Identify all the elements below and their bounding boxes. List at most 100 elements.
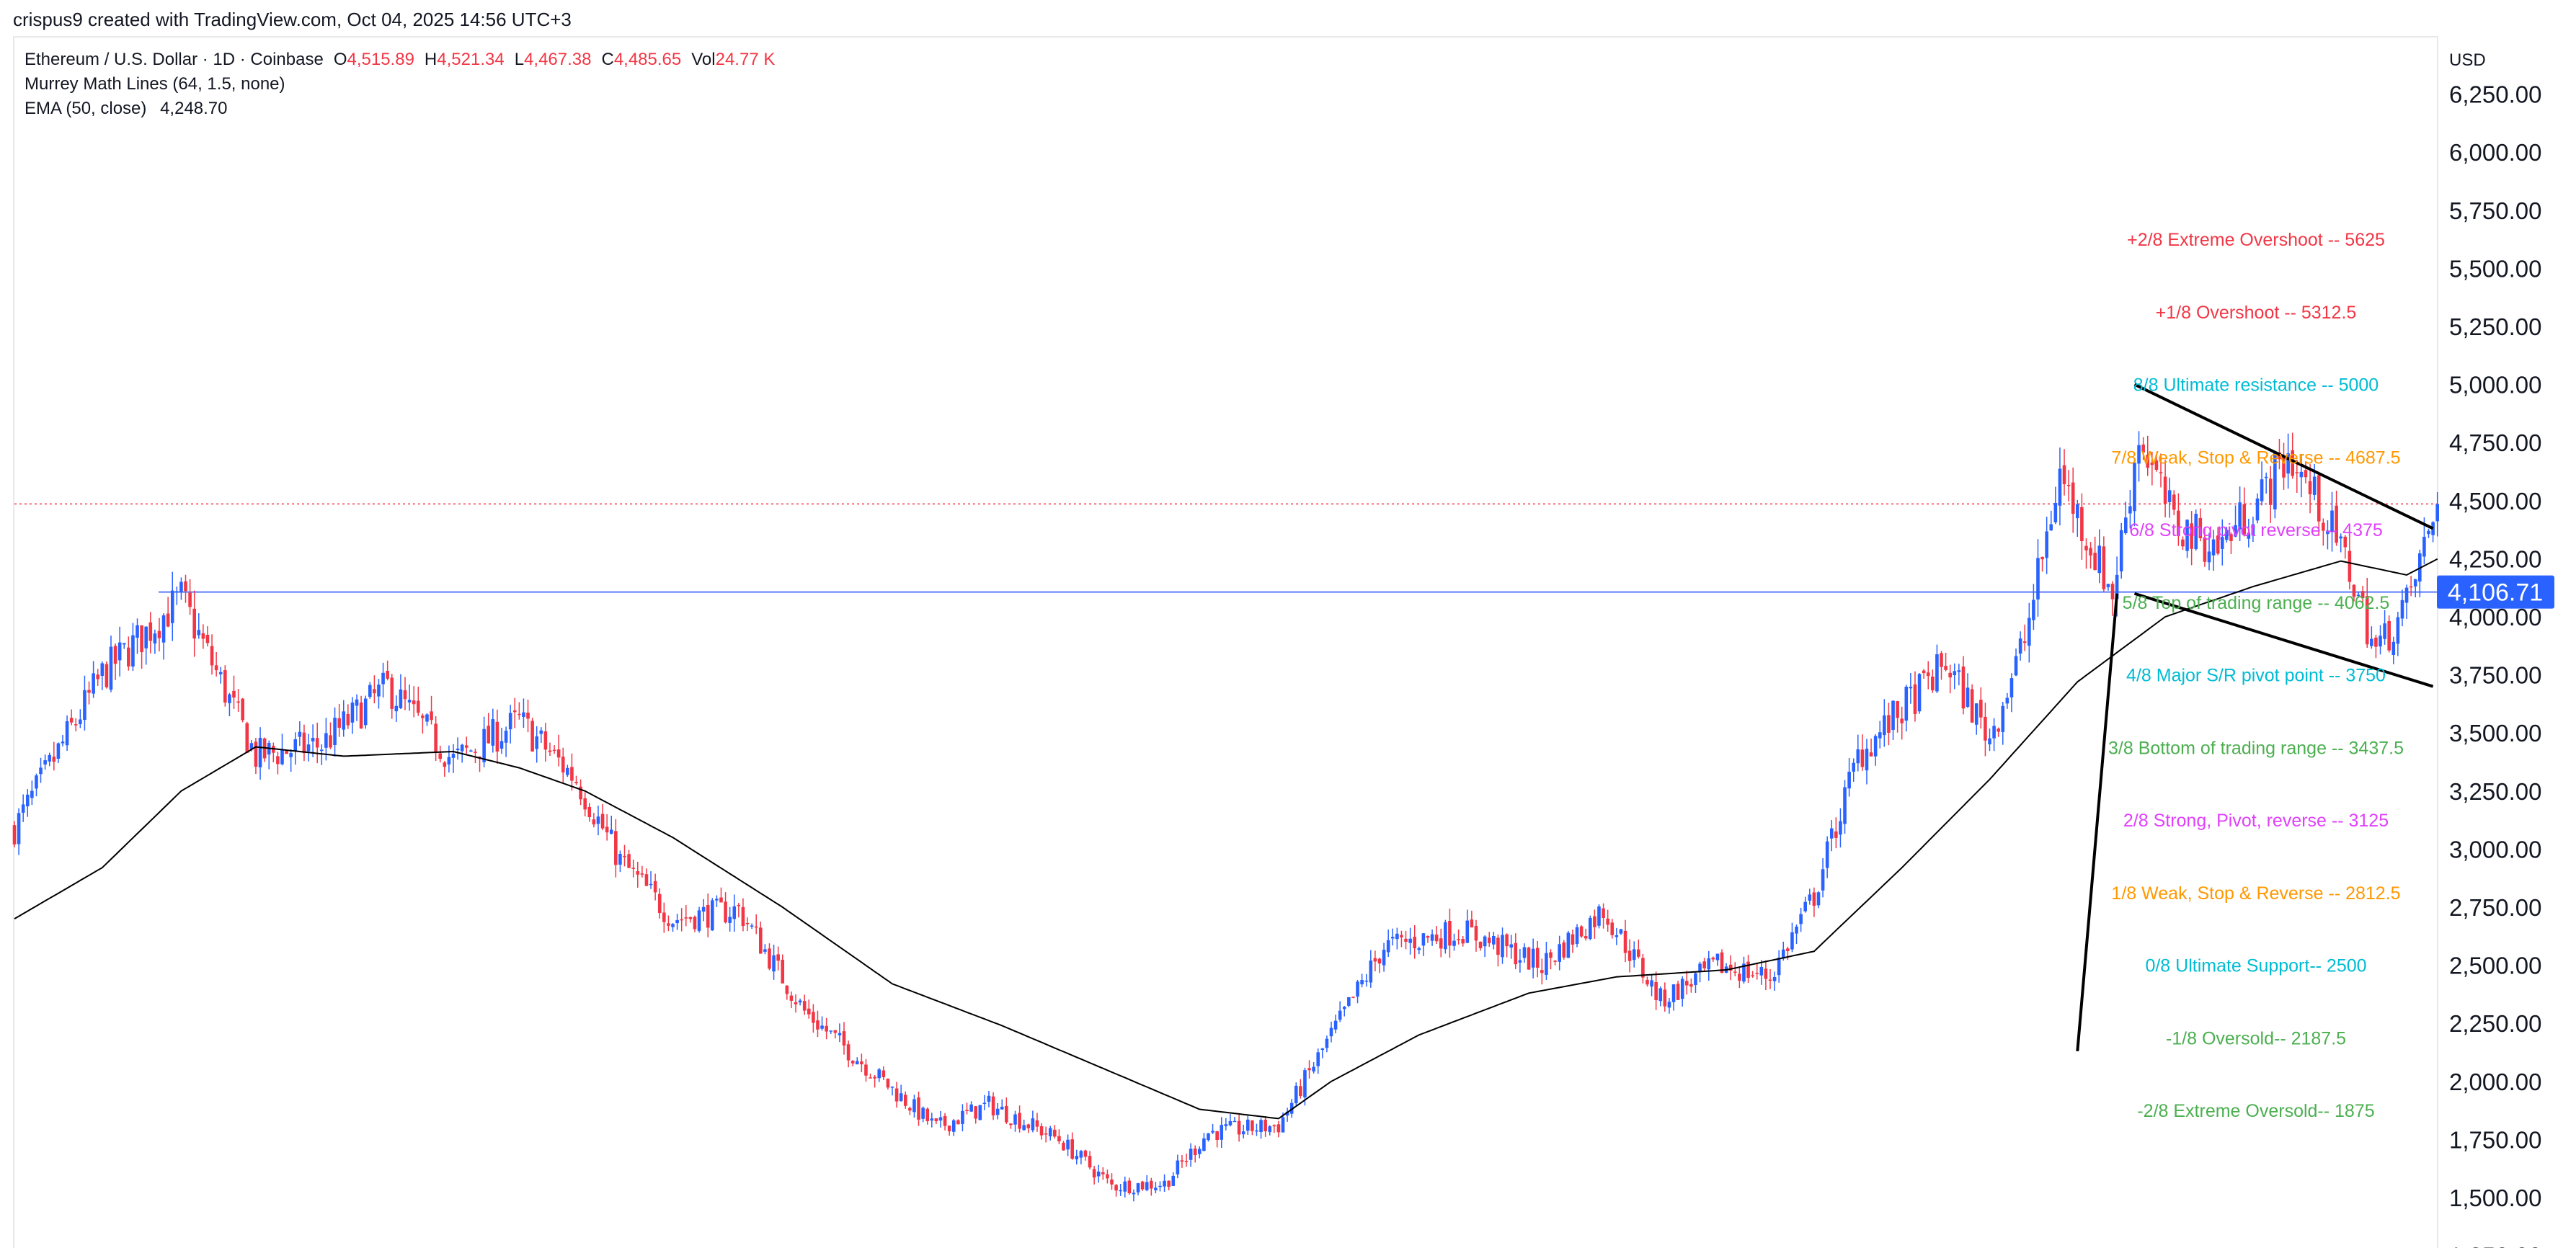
- candle-body[interactable]: [1048, 1128, 1052, 1137]
- candle-body[interactable]: [1694, 973, 1697, 985]
- candle-body[interactable]: [2422, 536, 2426, 557]
- candle-body[interactable]: [688, 917, 693, 919]
- candle-body[interactable]: [1329, 1028, 1333, 1037]
- candle-body[interactable]: [2058, 468, 2062, 506]
- candle-body[interactable]: [1619, 929, 1623, 934]
- candle-body[interactable]: [1251, 1120, 1254, 1131]
- candle-body[interactable]: [2312, 476, 2317, 495]
- candle-body[interactable]: [43, 760, 47, 765]
- candle-body[interactable]: [583, 798, 587, 810]
- candle-body[interactable]: [1684, 981, 1689, 986]
- candle-body[interactable]: [1663, 989, 1667, 1007]
- candle-body[interactable]: [1390, 937, 1395, 939]
- candle-body[interactable]: [701, 906, 706, 912]
- candle-body[interactable]: [87, 690, 91, 693]
- candle-body[interactable]: [1320, 1048, 1325, 1051]
- candle-body[interactable]: [1426, 935, 1430, 938]
- candle-body[interactable]: [1676, 984, 1680, 1000]
- candle-body[interactable]: [1742, 963, 1746, 982]
- candle-body[interactable]: [1487, 937, 1491, 943]
- candle-body[interactable]: [781, 959, 785, 984]
- candle-body[interactable]: [644, 874, 649, 886]
- candle-body[interactable]: [1163, 1180, 1166, 1187]
- candle-body[interactable]: [1070, 1139, 1074, 1159]
- candle-body[interactable]: [1057, 1136, 1061, 1142]
- candle-body[interactable]: [1092, 1169, 1096, 1178]
- candle-body[interactable]: [1839, 821, 1842, 835]
- candle-body[interactable]: [1860, 749, 1865, 767]
- candle-body[interactable]: [1549, 952, 1553, 958]
- candle-body[interactable]: [864, 1064, 868, 1076]
- candle-body[interactable]: [987, 1095, 991, 1102]
- candle-body[interactable]: [693, 917, 697, 930]
- candle-body[interactable]: [96, 674, 100, 679]
- candle-body[interactable]: [1465, 920, 1470, 943]
- candle-body[interactable]: [2286, 453, 2290, 474]
- candle-body[interactable]: [1597, 906, 1601, 926]
- candle-body[interactable]: [552, 749, 556, 752]
- candle-body[interactable]: [1404, 938, 1408, 942]
- candle-body[interactable]: [2299, 471, 2304, 478]
- candle-body[interactable]: [1439, 938, 1443, 949]
- candle-body[interactable]: [381, 672, 385, 685]
- candle-body[interactable]: [1338, 1010, 1342, 1020]
- candle-body[interactable]: [1654, 982, 1658, 1001]
- candle-body[interactable]: [1220, 1125, 1224, 1140]
- candle-body[interactable]: [1400, 935, 1403, 937]
- candle-body[interactable]: [1386, 940, 1390, 953]
- candle-body[interactable]: [2435, 504, 2439, 522]
- candle-body[interactable]: [373, 689, 376, 694]
- candle-body[interactable]: [1245, 1119, 1250, 1131]
- candle-body[interactable]: [2036, 558, 2040, 600]
- candle-body[interactable]: [184, 581, 187, 592]
- candle-body[interactable]: [1922, 670, 1926, 674]
- candle-body[interactable]: [2391, 641, 2396, 655]
- candle-body[interactable]: [812, 1012, 815, 1023]
- candle-body[interactable]: [991, 1096, 995, 1115]
- candle-body[interactable]: [1325, 1038, 1329, 1048]
- candle-body[interactable]: [346, 713, 350, 726]
- candle-body[interactable]: [2146, 455, 2150, 468]
- candle-body[interactable]: [1944, 666, 1947, 670]
- candle-body[interactable]: [315, 738, 319, 748]
- candle-body[interactable]: [1483, 936, 1487, 947]
- candle-body[interactable]: [921, 1107, 925, 1119]
- candle-body[interactable]: [850, 1061, 855, 1064]
- candle-body[interactable]: [1154, 1187, 1158, 1190]
- candle-body[interactable]: [2317, 475, 2321, 522]
- candle-body[interactable]: [258, 737, 262, 767]
- candle-body[interactable]: [1746, 961, 1750, 979]
- candle-body[interactable]: [1812, 892, 1816, 906]
- candle-body[interactable]: [807, 1008, 811, 1015]
- candle-body[interactable]: [1873, 736, 1878, 757]
- candle-body[interactable]: [1733, 971, 1737, 973]
- candle-body[interactable]: [65, 721, 69, 746]
- candle-body[interactable]: [816, 1020, 820, 1030]
- candle-body[interactable]: [846, 1044, 850, 1061]
- candle-body[interactable]: [605, 826, 609, 833]
- candle-body[interactable]: [2242, 504, 2247, 535]
- candle-body[interactable]: [574, 782, 578, 783]
- candle-body[interactable]: [1276, 1124, 1281, 1133]
- candle-body[interactable]: [1224, 1124, 1228, 1126]
- candle-body[interactable]: [1413, 937, 1417, 949]
- candle-body[interactable]: [869, 1077, 872, 1079]
- candle-body[interactable]: [662, 912, 666, 922]
- candle-body[interactable]: [425, 714, 429, 722]
- candle-body[interactable]: [982, 1102, 987, 1104]
- price-tag-box[interactable]: [2437, 575, 2554, 609]
- candle-body[interactable]: [17, 813, 21, 844]
- candle-body[interactable]: [728, 917, 732, 923]
- candle-body[interactable]: [232, 690, 236, 698]
- candle-body[interactable]: [1299, 1086, 1302, 1097]
- candle-body[interactable]: [1237, 1120, 1241, 1135]
- candle-body[interactable]: [600, 814, 605, 829]
- candle-body[interactable]: [1316, 1052, 1320, 1066]
- candle-body[interactable]: [1821, 869, 1825, 891]
- candle-body[interactable]: [218, 672, 223, 674]
- candle-body[interactable]: [1926, 672, 1930, 677]
- candle-body[interactable]: [1377, 958, 1382, 964]
- candle-body[interactable]: [161, 615, 166, 643]
- candle-body[interactable]: [2190, 523, 2193, 549]
- candle-body[interactable]: [530, 721, 534, 752]
